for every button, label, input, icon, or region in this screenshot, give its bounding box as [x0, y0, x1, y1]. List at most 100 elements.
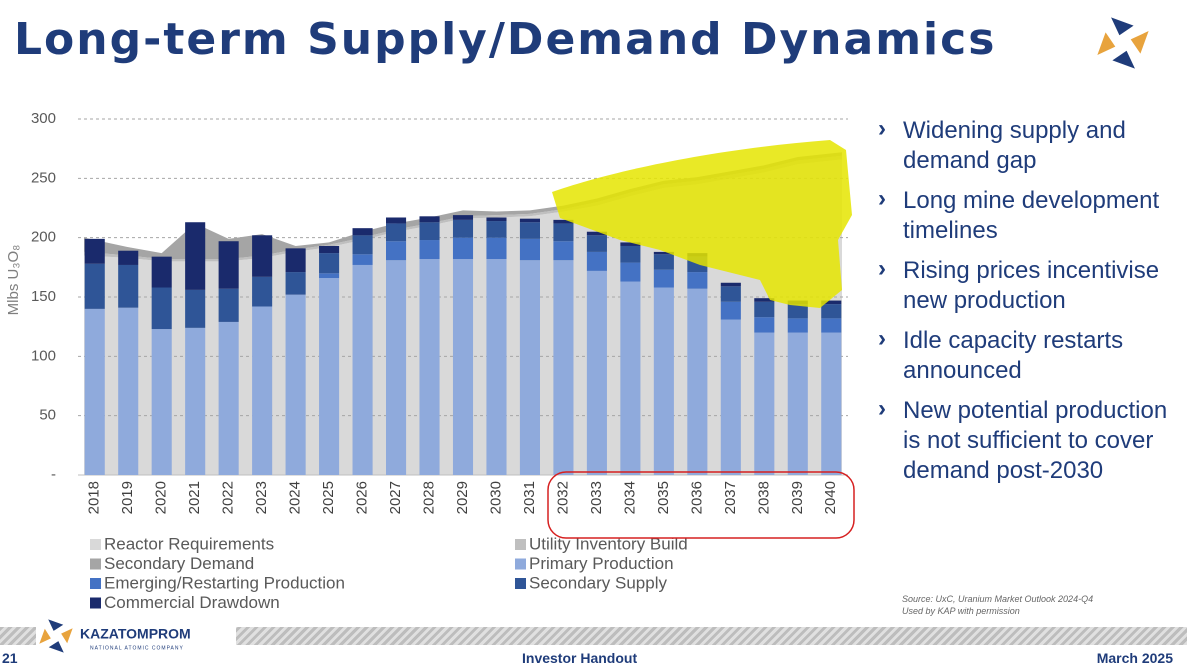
bar-segment	[452, 237, 474, 260]
bar-segment	[586, 235, 607, 252]
legend-swatch	[90, 578, 101, 589]
bar-segment	[754, 298, 775, 302]
x-tick-label: 2022	[220, 481, 237, 514]
bar-segment	[352, 264, 373, 475]
bar-segment	[118, 250, 139, 265]
bar-segment	[84, 308, 105, 475]
bar-segment	[620, 281, 641, 475]
x-tick-label: 2026	[354, 481, 371, 514]
bar-segment	[185, 327, 206, 475]
bar-segment	[720, 301, 741, 320]
x-tick-label: 2034	[621, 481, 638, 514]
source: Source: UxC, Uranium Market Outlook 2024…	[902, 593, 1093, 617]
bar-segment	[352, 235, 373, 255]
bar-segment	[687, 253, 708, 257]
bar-segment	[620, 245, 641, 263]
footer-logo: KAZATOMPROM NATIONAL ATOMIC COMPANY	[36, 618, 236, 658]
bar-segment	[754, 301, 775, 318]
bullet-list: Widening supply and demand gap Long mine …	[876, 114, 1176, 496]
x-tick-label: 2023	[253, 481, 270, 514]
x-tick-label: 2019	[119, 481, 136, 514]
bar-segment	[252, 306, 273, 475]
logo-bg	[36, 618, 236, 658]
bar-segment	[319, 273, 340, 279]
y-tick-label: 50	[39, 407, 56, 424]
footer-center: Investor Handout	[522, 650, 638, 666]
bar-segment	[218, 321, 239, 475]
x-tick-label: 2031	[521, 481, 538, 514]
legend-swatch	[90, 539, 101, 550]
bar-segment	[452, 219, 474, 238]
bar-segment	[185, 222, 206, 290]
bar-segment	[586, 270, 607, 475]
bar-segment	[586, 231, 607, 236]
bullet: Idle capacity restarts announced	[876, 324, 1176, 386]
x-tick-label: 2038	[755, 481, 772, 514]
chart: Mlbs U₃O₈ - 50 100 150 200 250 300 2018 2019 2020…	[5, 110, 848, 612]
y-tick-label: 200	[31, 229, 56, 246]
bar-segment	[787, 300, 808, 305]
bar-segment	[653, 269, 674, 288]
bar-segment	[553, 223, 574, 242]
bar-segment	[486, 217, 507, 222]
bar-segment	[151, 256, 172, 288]
bar-segment	[653, 287, 674, 475]
bar-segment	[519, 238, 540, 261]
bar-segment	[151, 329, 172, 475]
bar-segment	[218, 241, 239, 289]
logo-icon	[1097, 17, 1149, 69]
bar-segment	[486, 259, 507, 475]
bar-segment	[586, 251, 607, 271]
x-tick-label: 2035	[655, 481, 672, 514]
bar-segment	[319, 245, 340, 254]
bar-segment	[821, 300, 842, 305]
bar-segment	[620, 242, 641, 246]
y-tick-label: -	[51, 466, 56, 483]
x-tick-label: 2040	[822, 481, 839, 514]
bar-segment	[386, 241, 407, 261]
bullet: New potential production is not sufficie…	[876, 394, 1176, 486]
bar-segment	[185, 289, 206, 328]
footer-band	[0, 627, 1187, 645]
legend-label: Secondary Supply	[529, 573, 667, 592]
bar-segment	[720, 282, 741, 287]
bar-segment	[720, 286, 741, 302]
bar-segment	[352, 254, 373, 265]
y-tick-label: 250	[31, 169, 56, 186]
bar-segment	[319, 253, 340, 274]
x-tick-label: 2018	[86, 481, 103, 514]
legend-label: Secondary Demand	[104, 554, 254, 573]
legend-swatch	[90, 558, 101, 570]
bar-segment	[285, 272, 306, 295]
bullet: Widening supply and demand gap	[876, 114, 1176, 176]
x-tick-label: 2029	[454, 481, 471, 514]
bar-segment	[419, 216, 440, 223]
bar-segment	[821, 332, 842, 475]
bar-segment	[687, 256, 708, 273]
x-tick-label: 2028	[420, 481, 437, 514]
bar-segment	[419, 259, 440, 475]
x-tick-label: 2039	[789, 481, 806, 514]
bar-segment	[687, 272, 708, 289]
source-line: Used by KAP with permission	[902, 606, 1020, 616]
bar-segment	[620, 262, 641, 282]
bar-segment	[252, 235, 273, 277]
x-tick-label: 2020	[153, 481, 170, 514]
bullet: Rising prices incentivise new production	[876, 254, 1176, 316]
bar-segment	[553, 260, 574, 475]
bar-segment	[218, 288, 239, 322]
bar-segment	[285, 294, 306, 475]
legend-label: Primary Production	[529, 554, 674, 573]
bar-segment	[84, 263, 105, 309]
x-tick-label: 2037	[722, 481, 739, 514]
bar-segment	[118, 264, 139, 308]
x-tick-label: 2030	[487, 481, 504, 514]
y-axis-title: Mlbs U₃O₈	[5, 245, 22, 316]
bar-segment	[821, 318, 842, 333]
legend-label: Commercial Drawdown	[104, 593, 280, 612]
bar-segment	[653, 251, 674, 255]
bar-segment	[319, 278, 340, 475]
bar-segment	[519, 218, 540, 223]
legend-swatch	[515, 539, 526, 550]
bar-segment	[486, 237, 507, 260]
